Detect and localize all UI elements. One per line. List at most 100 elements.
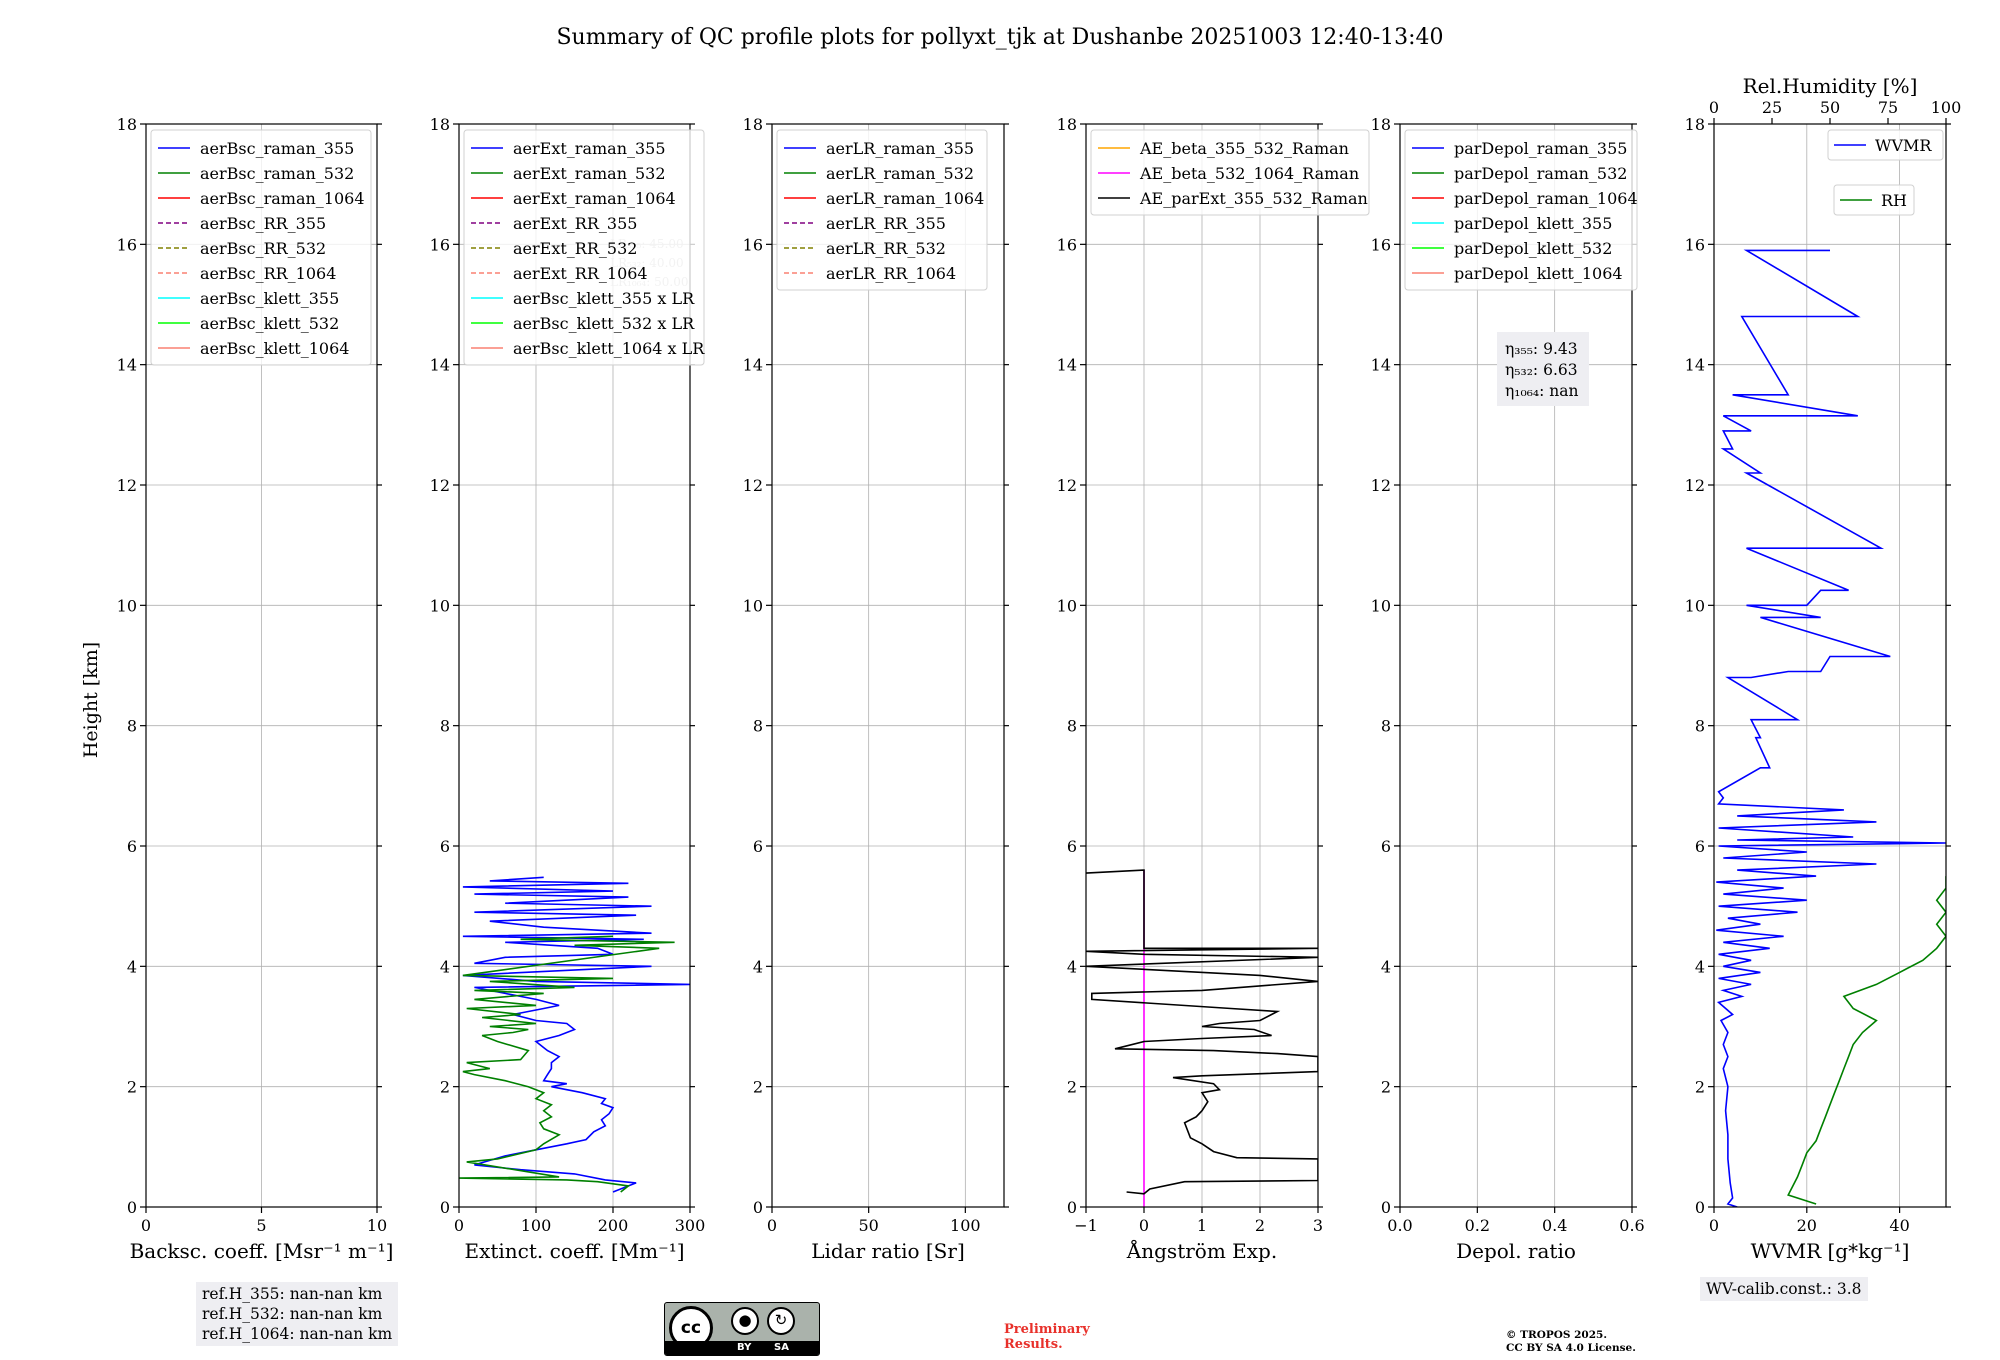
y-tick-label: 4	[1067, 957, 1077, 976]
legend-label: aerBsc_klett_532 x LR	[513, 314, 695, 333]
y-tick-label: 2	[440, 1078, 450, 1097]
legend-label: aerBsc_RR_532	[200, 239, 326, 258]
legend-label: aerLR_RR_1064	[826, 264, 956, 283]
legend-frame	[463, 129, 705, 366]
y-tick-label: 10	[1057, 596, 1077, 615]
y-tick-label: 6	[440, 837, 450, 856]
x-tick-label: 2	[1255, 1216, 1265, 1235]
top-x-tick-label: 0	[1709, 98, 1719, 117]
y-tick-label: 12	[117, 476, 137, 495]
y-tick-label: 14	[1371, 356, 1391, 375]
x-tick-label: −1	[1074, 1216, 1098, 1235]
legend-label: aerExt_raman_1064	[513, 189, 676, 208]
y-tick-label: 2	[753, 1078, 763, 1097]
legend-label: aerBsc_klett_1064 x LR	[513, 339, 705, 358]
y-tick-label: 14	[1685, 356, 1705, 375]
y-tick-label: 0	[1381, 1198, 1391, 1217]
y-tick-label: 18	[1371, 115, 1391, 134]
legend-label: aerLR_raman_355	[826, 139, 974, 158]
figure-title: Summary of QC profile plots for pollyxt_…	[556, 25, 1443, 50]
legend-label: aerBsc_klett_355 x LR	[513, 289, 695, 308]
top-x-axis-label: Rel.Humidity [%]	[1743, 74, 1918, 98]
legend-label: aerLR_raman_1064	[826, 189, 984, 208]
top-x-tick-label: 25	[1762, 98, 1782, 117]
series-WVMR	[1716, 249, 1946, 1207]
y-tick-label: 8	[1381, 717, 1391, 736]
legend-label: aerBsc_klett_355	[200, 289, 339, 308]
y-tick-label: 12	[430, 476, 450, 495]
x-tick-label: 0.6	[1619, 1216, 1644, 1235]
y-tick-label: 4	[753, 957, 763, 976]
legend-frame	[1827, 129, 1944, 161]
x-tick-label: 0	[141, 1216, 151, 1235]
cc-sa-label: SA	[774, 1342, 789, 1353]
cc-badge-band	[665, 1341, 819, 1355]
x-axis-label: Backsc. coeff. [Msr⁻¹ m⁻¹]	[130, 1239, 394, 1263]
x-axis-label: Extinct. coeff. [Mm⁻¹]	[464, 1239, 684, 1263]
depol-calibration-box: η₃₅₅: 9.43 η₅₃₂: 6.63 η₁₀₆₄: nan	[1497, 332, 1589, 406]
y-tick-label: 16	[1057, 235, 1077, 254]
y-tick-label: 14	[1057, 356, 1077, 375]
legend: aerExt_raman_355 aerExt_raman_532 aerExt_r…	[463, 129, 705, 366]
y-tick-label: 18	[430, 115, 450, 134]
series-RH	[1787, 876, 1946, 1205]
legend-label: aerExt_RR_355	[513, 214, 637, 233]
panel-lidar_ratio: 0 2 4 6 8 10 12 14 16 18 0 50 100 Lidar ratio [Sr] aer…	[743, 115, 1009, 1263]
x-tick-label: 0.2	[1465, 1216, 1490, 1235]
legend-label: parDepol_klett_532	[1454, 239, 1612, 258]
legend-label: aerLR_RR_355	[826, 214, 946, 233]
preliminary-line-1: Preliminary	[1004, 1322, 1090, 1337]
ref-height-532: ref.H_532: nan-nan km	[202, 1305, 383, 1323]
legend-label: aerBsc_RR_1064	[200, 264, 336, 283]
legend-label: aerBsc_raman_355	[200, 139, 354, 158]
y-tick-label: 18	[117, 115, 137, 134]
x-tick-label: 5	[256, 1216, 266, 1235]
legend-WVMR: WVMR	[1827, 129, 1944, 161]
y-tick-label: 10	[1685, 596, 1705, 615]
x-tick-label: 3	[1313, 1216, 1323, 1235]
y-tick-label: 0	[1067, 1198, 1077, 1217]
y-tick-label: 2	[1381, 1078, 1391, 1097]
panel-frame	[1713, 123, 1947, 1208]
legend-label: aerExt_RR_1064	[513, 264, 648, 283]
legend-label: aerExt_raman_532	[513, 164, 666, 183]
x-tick-label: 0.0	[1387, 1216, 1412, 1235]
y-tick-label: 6	[1695, 837, 1705, 856]
y-tick-label: 0	[440, 1198, 450, 1217]
y-tick-label: 4	[440, 957, 450, 976]
legend-label: parDepol_raman_532	[1454, 164, 1627, 183]
y-tick-label: 8	[1695, 717, 1705, 736]
legend-label: aerBsc_RR_355	[200, 214, 326, 233]
y-tick-label: 16	[1371, 235, 1391, 254]
cc-license-badge[interactable]: cc ● ↻ BY SA	[664, 1302, 820, 1356]
x-tick-label: 0	[1709, 1216, 1719, 1235]
legend-frame	[1404, 129, 1638, 291]
x-tick-label: 0	[767, 1216, 777, 1235]
x-tick-label: 20	[1797, 1216, 1817, 1235]
legend-RH: RH	[1833, 184, 1915, 216]
legend: aerBsc_raman_355 aerBsc_raman_532 aerBsc_r…	[150, 129, 372, 366]
legend: parDepol_raman_355 parDepol_raman_532 parD…	[1404, 129, 1638, 291]
y-tick-label: 4	[1381, 957, 1391, 976]
y-tick-label: 8	[440, 717, 450, 736]
x-tick-label: 200	[598, 1216, 629, 1235]
ref-height-355: ref.H_355: nan-nan km	[202, 1285, 383, 1303]
y-axis-label: Height [km]	[80, 642, 102, 758]
wv-calibration-box: WV-calib.const.: 3.8	[1700, 1277, 1868, 1301]
x-axis-label: Ångström Exp.	[1126, 1238, 1277, 1263]
ref-height-1064: ref.H_1064: nan-nan km	[202, 1325, 393, 1343]
y-tick-label: 18	[1057, 115, 1077, 134]
top-x-tick-label: 50	[1820, 98, 1840, 117]
legend-label: aerExt_RR_532	[513, 239, 637, 258]
y-tick-label: 4	[127, 957, 137, 976]
x-tick-label: 100	[950, 1216, 981, 1235]
x-tick-label: 100	[521, 1216, 552, 1235]
attribution-icon: ●	[731, 1307, 759, 1335]
series-AE_parExt_355_532_Raman	[1086, 869, 1318, 1195]
copyright-note: © TROPOS 2025. CC BY SA 4.0 License.	[1506, 1329, 1636, 1355]
y-tick-label: 0	[1695, 1198, 1705, 1217]
legend-label: AE_beta_355_532_Raman	[1139, 139, 1349, 158]
panel-frame	[771, 123, 1005, 1208]
